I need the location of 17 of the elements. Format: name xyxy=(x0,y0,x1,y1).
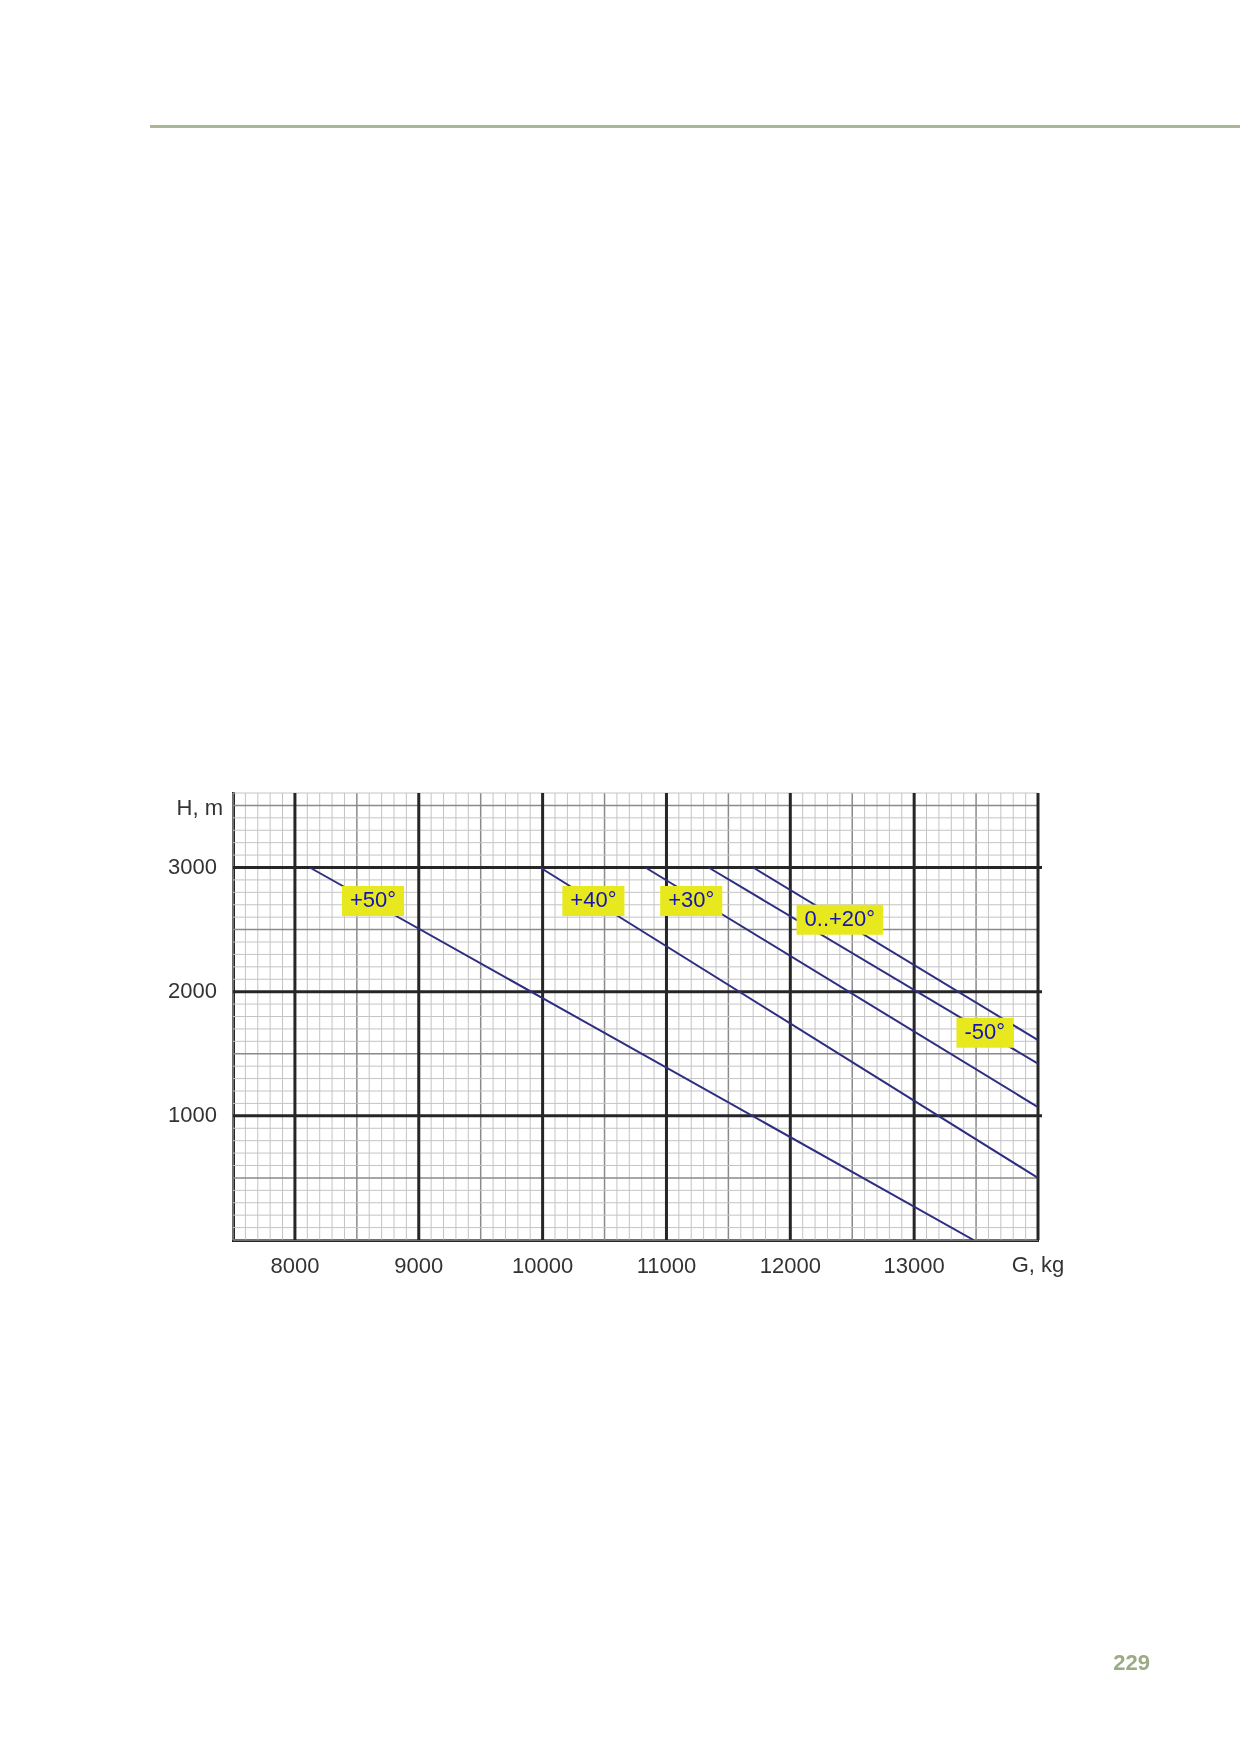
annotation: +50° xyxy=(349,887,397,913)
annotation: +30° xyxy=(668,887,715,913)
x-tick-label: 10000 xyxy=(512,1253,574,1279)
x-tick-label: 12000 xyxy=(759,1253,821,1279)
x-tick-label: 9000 xyxy=(394,1253,444,1279)
y-tick-label: 3000 xyxy=(168,853,217,879)
x-tick-label: 13000 xyxy=(883,1253,945,1279)
x-tick-label: 8000 xyxy=(270,1253,320,1279)
annotation: 0..+20° xyxy=(804,905,876,931)
text: 229 xyxy=(1112,1650,1150,1676)
y-axis-title: H, m xyxy=(176,795,223,821)
annotation: -50° xyxy=(964,1018,1006,1044)
y-tick-label: 2000 xyxy=(168,977,217,1003)
x-tick-label: 11000 xyxy=(636,1253,697,1279)
y-tick-label: 1000 xyxy=(168,1101,217,1127)
annotation: +40° xyxy=(570,887,617,913)
x-axis-title: G, kg xyxy=(1011,1252,1065,1278)
